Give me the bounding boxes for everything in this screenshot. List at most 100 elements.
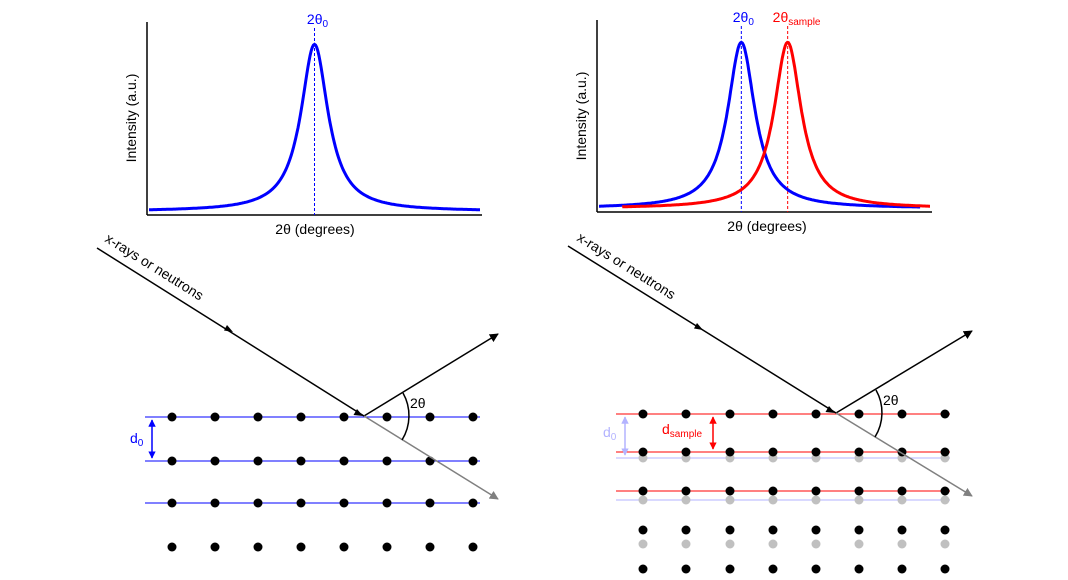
sample-atom [940,525,950,535]
sample-atom [768,486,778,496]
atom [425,498,435,508]
reference-atom [940,539,950,549]
atom [425,456,435,466]
angle-arc [401,392,410,441]
reference-atom [897,539,907,549]
atom [339,542,349,552]
reference-atom [725,539,735,549]
right-reference-plane-lines [616,457,950,501]
beam-label: x-rays or neutrons [574,229,678,302]
beam-label: x-rays or neutrons [102,230,206,303]
sample-atom [638,486,648,496]
atom [382,412,392,422]
sample-atom [725,409,735,419]
sample-atom [725,447,735,457]
atom [468,498,478,508]
atom [468,542,478,552]
sample-atom [681,409,691,419]
sample-atom [768,409,778,419]
sample-atom [638,409,648,419]
sample-atom [768,447,778,457]
atom [210,412,220,422]
reference-atom [725,495,735,505]
atom [296,542,306,552]
atom [210,498,220,508]
sample-atom [897,486,907,496]
diffracted-beam [835,330,973,414]
atom [253,456,263,466]
transmitted-beam [363,415,499,500]
right-lattice-diagram: 2θ x-rays or neutrons d0 dsample [567,229,973,574]
transmitted-beam [835,412,973,497]
sample-atom [811,486,821,496]
reference-atom [940,495,950,505]
diffracted-beam [363,333,499,417]
atom [167,542,177,552]
atom [339,456,349,466]
reference-atom [811,539,821,549]
left-lattice-plane-lines [145,416,480,504]
sample-atom [725,486,735,496]
atom [253,542,263,552]
atom [296,412,306,422]
sample-atom [638,564,648,574]
atom [382,498,392,508]
sample-atom [681,525,691,535]
right-sample-peak-label: 2θsample [773,9,821,28]
sample-atom [811,564,821,574]
atom [339,412,349,422]
right-ref-peak-label: 2θ0 [733,9,755,28]
atom [425,542,435,552]
sample-atom [854,409,864,419]
sample-atom [681,486,691,496]
reference-atom [638,539,648,549]
left-y-axis-label: Intensity (a.u.) [123,74,139,163]
sample-atom [940,409,950,419]
angle-label: 2θ [410,395,426,411]
left-ref-peak-label: 2θ0 [307,11,329,30]
sample-atom [854,447,864,457]
incident-beam-arrowhead [353,409,363,416]
right-chart: Intensity (a.u.) 2θ (degrees) 2θ0 2θsamp… [573,9,932,234]
sample-atom [897,409,907,419]
sample-atom [768,525,778,535]
atom [167,498,177,508]
sample-atom [940,486,950,496]
sample-atom [638,525,648,535]
atom [210,456,220,466]
reference-atom [638,495,648,505]
left-chart: Intensity (a.u.) 2θ (degrees) 2θ0 [123,11,482,237]
atom [210,542,220,552]
atom [167,412,177,422]
atom [339,498,349,508]
reference-atom [768,495,778,505]
right-x-axis-label: 2θ (degrees) [727,218,806,234]
angle-label: 2θ [883,392,899,408]
reference-atom [811,495,821,505]
left-ref-peak-curve [149,42,480,212]
sample-atom [854,525,864,535]
sample-atom [897,525,907,535]
dsample-spacing-label: dsample [662,421,702,440]
sample-atom [681,447,691,457]
sample-atom [940,564,950,574]
sample-atom [725,525,735,535]
angle-arc [874,389,883,438]
right-y-axis-label: Intensity (a.u.) [573,72,589,161]
reference-atom [854,539,864,549]
atom [296,498,306,508]
left-lattice-diagram: 2θ x-rays or neutrons d0 [96,230,499,552]
incident-beam-arrowhead [224,325,233,332]
incident-beam-arrowhead [825,406,835,413]
sample-atom [940,447,950,457]
right-sample-plane-lines [616,413,950,492]
sample-atom [897,564,907,574]
left-atoms [167,412,478,552]
atom [425,412,435,422]
right-ref-peak-curve [599,40,921,209]
sample-atom [811,447,821,457]
incident-beam [96,247,365,417]
reference-atom [681,495,691,505]
atom [382,542,392,552]
